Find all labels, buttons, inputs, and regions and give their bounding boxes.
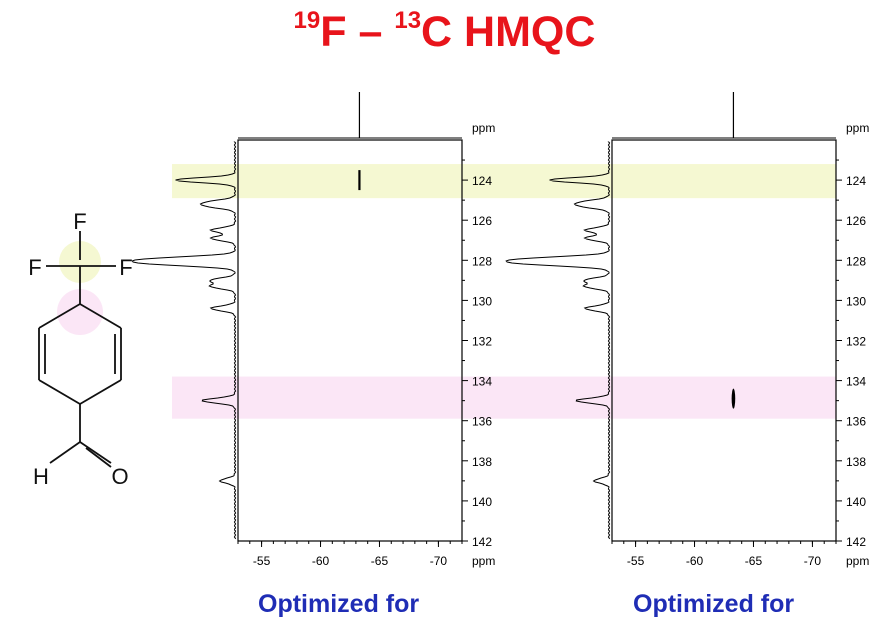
y-tick-label: 140 — [472, 495, 492, 509]
caption-panel-2: Optimized for — [633, 590, 795, 618]
plot-frame — [237, 139, 463, 542]
y-tick-label: 134 — [472, 375, 492, 389]
y-tick-label: 136 — [846, 415, 866, 429]
y-tick-label: 142 — [472, 535, 492, 549]
molecule-bonds — [38, 231, 122, 468]
atom-f-right: F — [119, 255, 132, 280]
c-isotope: 13 — [394, 6, 422, 34]
cf3-carbon-highlight — [59, 241, 101, 283]
page-title: 19F – 13C HMQC — [0, 4, 889, 60]
ipso-carbon-highlight — [57, 289, 103, 335]
y-tick-label: 124 — [846, 174, 866, 188]
atom-o: O — [111, 464, 128, 489]
y-axis-label: ppm — [846, 121, 869, 135]
x-tick-label: -55 — [253, 554, 271, 568]
band-124ppm-1 — [172, 164, 473, 199]
y-tick-label: 130 — [846, 294, 866, 308]
y-tick-label: 128 — [472, 254, 492, 268]
atom-f-left: F — [28, 255, 41, 280]
x-axis-label: ppm — [472, 554, 495, 568]
x-tick-label: -70 — [430, 554, 448, 568]
hmqc-panel-1: 124 126 128 130 132 134 136 138 140 142 ppm -55 -60 -… — [131, 92, 495, 568]
c13-projection-trace — [131, 141, 237, 540]
plot-frame — [611, 139, 837, 542]
band-135ppm-2 — [473, 376, 836, 419]
y-tick-label: 132 — [846, 335, 866, 349]
x-tick-label: -55 — [627, 554, 645, 568]
band-124ppm-2 — [473, 164, 836, 199]
c13-projection-trace — [505, 141, 611, 540]
y-tick-label: 126 — [846, 214, 866, 228]
x-tick-label: -60 — [686, 554, 704, 568]
title-rest: HMQC — [452, 8, 596, 56]
y-tick-label: 130 — [472, 294, 492, 308]
atom-f-top: F — [73, 209, 86, 234]
y-tick-label: 132 — [472, 335, 492, 349]
molecule-structure: F F F H O — [28, 209, 132, 489]
y-tick-label: 124 — [472, 174, 492, 188]
y-tick-label: 126 — [472, 214, 492, 228]
y-tick-label: 136 — [472, 415, 492, 429]
x-tick-label: -65 — [745, 554, 763, 568]
x-tick-label: -70 — [804, 554, 822, 568]
y-tick-label: 134 — [846, 375, 866, 389]
title-dash: – — [346, 8, 395, 56]
y-axis-label: ppm — [472, 121, 495, 135]
y-tick-label: 138 — [846, 455, 866, 469]
caption-panel-1: Optimized for — [258, 590, 420, 618]
x-axis-label: ppm — [846, 554, 869, 568]
x-tick-label: -60 — [312, 554, 330, 568]
f-isotope: 19 — [293, 6, 321, 34]
y-tick-label: 142 — [846, 535, 866, 549]
x-tick-label: -65 — [371, 554, 389, 568]
highlight-bands — [172, 164, 836, 419]
c-symbol: C — [421, 8, 453, 56]
hmqc-panel-2: 124 126 128 130 132 134 136 138 140 142 ppm -55 -60 -… — [505, 92, 869, 568]
f-symbol: F — [320, 8, 347, 56]
y-tick-label: 140 — [846, 495, 866, 509]
y-tick-label: 138 — [472, 455, 492, 469]
cross-peak — [731, 388, 736, 409]
y-tick-label: 128 — [846, 254, 866, 268]
atom-h: H — [33, 464, 49, 489]
